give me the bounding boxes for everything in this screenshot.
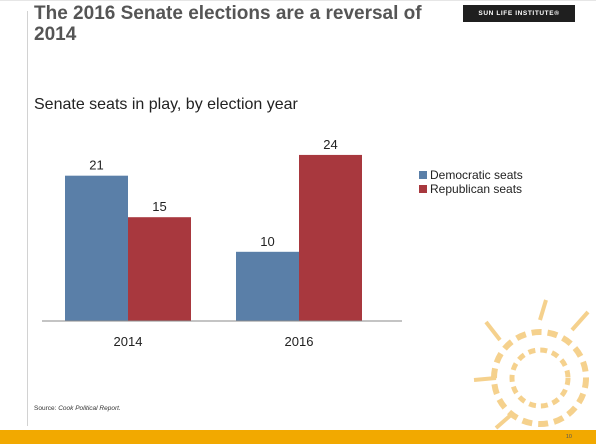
data-label-republican-2014: 15 <box>152 199 166 214</box>
bar-democratic-2014 <box>65 175 128 321</box>
source-label: Source: <box>34 405 59 412</box>
chart-legend: Democratic seats Republican seats <box>419 168 523 196</box>
legend-item-democratic: Democratic seats <box>419 168 523 182</box>
x-tick-label-2016: 2016 <box>285 334 314 349</box>
top-border <box>0 0 596 1</box>
left-rule <box>27 11 28 426</box>
data-label-republican-2016: 24 <box>323 137 337 152</box>
bar-republican-2016 <box>299 154 362 321</box>
page-number: 10 <box>565 434 572 440</box>
source-name: Cook Political Report. <box>58 405 121 412</box>
source-note: Source: Cook Political Report. <box>34 405 121 412</box>
sun-decoration-icon <box>473 299 590 430</box>
sun-life-institute-logo: SUN LIFE INSTITUTE® <box>463 5 575 22</box>
legend-label-democratic: Democratic seats <box>430 168 523 182</box>
bar-republican-2014 <box>128 217 191 321</box>
footer-bar <box>0 430 596 444</box>
x-tick-label-2014: 2014 <box>114 334 143 349</box>
slide-title: The 2016 Senate elections are a reversal… <box>34 3 422 45</box>
bar-democratic-2016 <box>236 251 299 321</box>
legend-item-republican: Republican seats <box>419 182 523 196</box>
chart-subtitle: Senate seats in play, by election year <box>34 96 298 113</box>
legend-label-republican: Republican seats <box>430 182 523 196</box>
legend-swatch-democratic <box>419 171 427 179</box>
data-label-democratic-2014: 21 <box>89 158 103 173</box>
data-label-democratic-2016: 10 <box>260 234 274 249</box>
legend-swatch-republican <box>419 185 427 193</box>
